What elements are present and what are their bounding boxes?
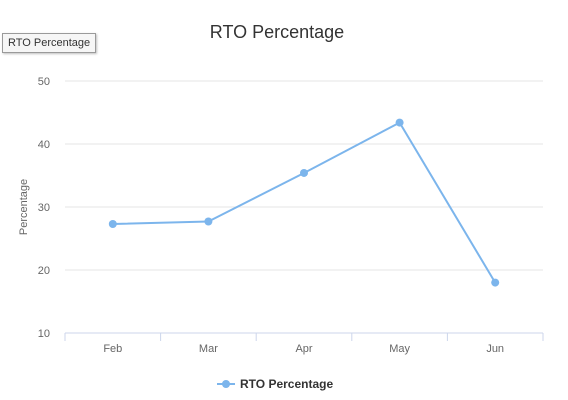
y-tick-label: 20 — [38, 265, 50, 277]
x-axis — [64, 332, 544, 341]
grid-lines — [65, 80, 543, 271]
y-axis-label: Percentage — [18, 179, 30, 235]
tooltip: RTO Percentage — [2, 33, 97, 53]
y-axis-ticks: 10 20 30 40 50 — [38, 76, 50, 340]
legend[interactable]: RTO Percentage — [217, 377, 333, 391]
y-tick-label: 30 — [38, 202, 50, 214]
x-tick-label: Jun — [486, 343, 504, 355]
legend-item-rto-percentage[interactable]: RTO Percentage — [240, 377, 333, 391]
data-point[interactable] — [108, 220, 117, 229]
series-line[interactable] — [112, 121, 497, 284]
x-tick-label: May — [389, 343, 410, 355]
y-tick-label: 40 — [38, 139, 50, 151]
y-tick-label: 50 — [38, 76, 50, 88]
data-point[interactable] — [300, 168, 308, 177]
x-tick-label: Apr — [295, 343, 312, 355]
x-axis-ticks: Feb Mar Apr May Jun — [103, 343, 504, 355]
x-tick-label: Feb — [103, 343, 122, 355]
chart-title: RTO Percentage — [210, 22, 344, 42]
y-tick-label: 10 — [38, 328, 50, 340]
data-point[interactable] — [491, 278, 500, 287]
x-tick-label: Mar — [199, 343, 218, 355]
legend-marker-icon — [222, 380, 230, 388]
data-point[interactable] — [395, 118, 404, 127]
series-rto-percentage[interactable] — [108, 118, 500, 287]
data-point[interactable] — [204, 217, 213, 226]
